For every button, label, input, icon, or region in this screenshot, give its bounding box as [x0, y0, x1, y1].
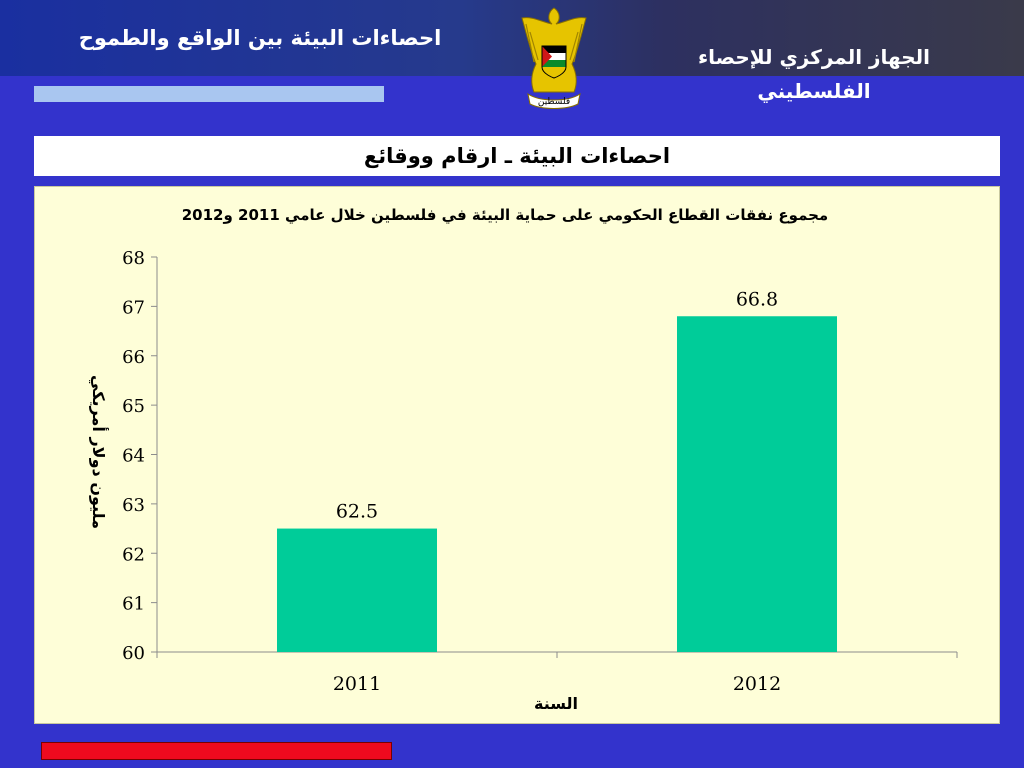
y-tick-label: 66 — [122, 347, 145, 368]
chart-title: مجموع نفقات القطاع الحكومي على حماية الب… — [182, 206, 828, 224]
bar-chart: مجموع نفقات القطاع الحكومي على حماية الب… — [88, 206, 958, 713]
y-axis-title: مليون دولار أمريكي — [88, 375, 109, 529]
y-tick-label: 63 — [122, 495, 145, 516]
y-tick-label: 60 — [122, 643, 145, 664]
section-heading-box: احصاءات البيئة ـ ارقام ووقائع — [34, 136, 1000, 176]
data-label-2012: 66.8 — [736, 288, 778, 310]
y-tick-label: 65 — [122, 396, 145, 417]
y-tick-label: 64 — [122, 446, 145, 467]
x-axis-title: السنة — [534, 694, 578, 713]
organization-name: الجهاز المركزي للإحصاء الفلسطيني — [697, 45, 931, 103]
header-banner — [0, 0, 1024, 76]
section-title: احصاءات البيئة ـ ارقام ووقائع — [363, 144, 671, 168]
chart-labels: 62.5 2011 66.8 2012 — [333, 288, 781, 695]
emblem-scroll-text: فلسطين — [538, 97, 570, 107]
palestine-eagle-emblem-icon: فلسطين — [521, 7, 587, 109]
chart-panel: مجموع نفقات القطاع الحكومي على حماية الب… — [34, 186, 1000, 724]
slide-series-title: احصاءات البيئة بين الواقع والطموح — [78, 26, 442, 50]
title-underline-bar — [34, 86, 384, 102]
y-tick-label: 62 — [122, 544, 145, 565]
bar-2012 — [677, 316, 837, 652]
y-tick-label: 68 — [122, 248, 145, 269]
x-tick-label-2011: 2011 — [333, 673, 381, 695]
y-tick-label: 61 — [122, 594, 145, 615]
bar-2011 — [277, 528, 437, 652]
y-tick-label: 67 — [122, 297, 145, 318]
x-tick-label-2012: 2012 — [733, 673, 781, 695]
data-label-2011: 62.5 — [336, 501, 378, 523]
chart-bars — [277, 316, 837, 652]
bottom-accent-bar — [41, 742, 392, 760]
